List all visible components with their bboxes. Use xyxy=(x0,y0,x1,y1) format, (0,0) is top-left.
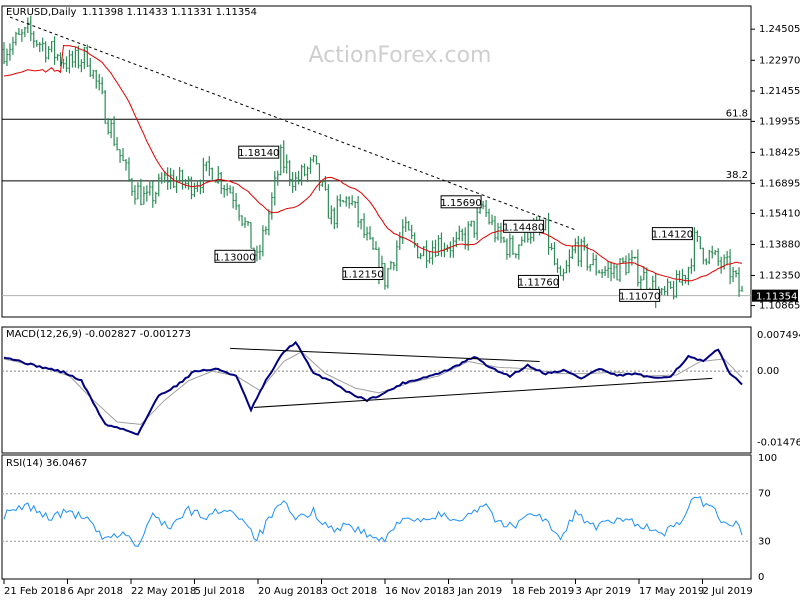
macd-title: MACD(12,26,9) -0.002827 -0.001273 xyxy=(6,329,191,340)
macd-layer xyxy=(2,340,751,436)
axis-layer: 1.24505 1.22970 1.21455 1.19955 1.18425 1.168… xyxy=(3,24,800,597)
rsi-y-tick-label: 0 xyxy=(758,572,764,583)
fib-level-label-1: 38.2 xyxy=(726,170,748,181)
price-label-box-2 xyxy=(440,195,482,209)
price-label-0: 1.18140 xyxy=(238,148,279,159)
rsi-y-tick-label: 100 xyxy=(758,453,777,464)
price-y-tick-label: 1.15410 xyxy=(759,208,800,219)
price-label-5: 1.11760 xyxy=(518,277,559,288)
x-tick-label: 3 Jan 2019 xyxy=(449,586,503,597)
x-tick-label: 20 Aug 2018 xyxy=(258,586,322,597)
price-label-6: 1.14120 xyxy=(652,230,693,241)
last-price-label: 1.11354 xyxy=(756,292,797,303)
price-y-tick-label: 1.12350 xyxy=(759,270,800,281)
price-label-box-3 xyxy=(342,267,384,281)
x-tick-label: 3 Oct 2018 xyxy=(322,586,377,597)
rsi-layer xyxy=(2,493,751,547)
x-tick-label: 2 Jul 2019 xyxy=(703,586,753,597)
price-label-box-5 xyxy=(517,274,559,288)
price-y-tick-label: 1.24505 xyxy=(759,24,800,35)
macd-y-tick-label: 0.00 xyxy=(757,366,779,377)
price-label-box-7 xyxy=(619,288,661,302)
price-label-2: 1.15690 xyxy=(440,198,481,209)
last-price-badge xyxy=(752,289,798,302)
macd-panel-frame xyxy=(1,326,752,454)
rsi-title: RSI(14) 36.0467 xyxy=(6,458,87,469)
macd-trendline-0 xyxy=(230,347,540,362)
x-tick-label: 21 Feb 2018 xyxy=(4,586,66,597)
x-tick-label: 6 Apr 2018 xyxy=(68,586,123,597)
macd-y-tick-label: 0.007494 xyxy=(757,330,800,341)
x-tick-label: 3 Apr 2019 xyxy=(576,586,631,597)
macd-line xyxy=(3,340,743,436)
symbol-timeframe: EURUSD,Daily xyxy=(6,7,77,18)
price-label-4: 1.14480 xyxy=(503,222,544,233)
rsi-y-tick-label: 70 xyxy=(758,489,771,500)
price-label-3: 1.12150 xyxy=(342,270,383,281)
price-panel-frame xyxy=(1,5,752,318)
price-label-box-4 xyxy=(503,219,545,233)
rsi-line xyxy=(3,496,743,547)
x-tick-label: 18 Feb 2019 xyxy=(512,586,574,597)
price-bars xyxy=(2,15,744,308)
ohlc-values: 1.11398 1.11433 1.11331 1.11354 xyxy=(82,7,257,18)
moving-average-line xyxy=(3,44,743,282)
price-label-box-0 xyxy=(238,145,280,159)
macd-trendline-1 xyxy=(253,377,713,408)
price-y-tick-label: 1.18425 xyxy=(759,147,800,158)
price-label-1: 1.13000 xyxy=(214,252,255,263)
price-layer: 61.8 38.2 1.18140 1.13000 1.15690 1.12150 1.14… xyxy=(2,15,751,308)
price-trendline xyxy=(9,16,576,231)
price-y-tick-label: 1.13880 xyxy=(759,239,800,250)
price-y-tick-label: 1.22970 xyxy=(759,55,800,66)
price-y-tick-label: 1.21455 xyxy=(759,86,800,97)
x-tick-label: 16 Nov 2018 xyxy=(385,586,449,597)
price-y-tick-label: 1.10865 xyxy=(759,301,800,312)
price-label-box-1 xyxy=(214,249,256,263)
macd-signal-line xyxy=(3,351,743,425)
rsi-y-tick-label: 30 xyxy=(758,536,771,547)
x-tick-label: 22 May 2018 xyxy=(131,586,196,597)
rsi-panel-frame xyxy=(1,454,752,580)
x-tick-label: 5 Jul 2018 xyxy=(195,586,245,597)
fib-level-label-0: 61.8 xyxy=(726,108,748,119)
price-y-tick-label: 1.16895 xyxy=(759,178,800,189)
price-label-7: 1.11070 xyxy=(619,291,660,302)
x-tick-label: 17 May 2019 xyxy=(639,586,704,597)
macd-y-tick-label: -0.01476 xyxy=(757,438,800,449)
watermark: ActionForex.com xyxy=(309,43,492,68)
price-y-tick-label: 1.19955 xyxy=(759,116,800,127)
price-label-box-6 xyxy=(651,227,693,241)
